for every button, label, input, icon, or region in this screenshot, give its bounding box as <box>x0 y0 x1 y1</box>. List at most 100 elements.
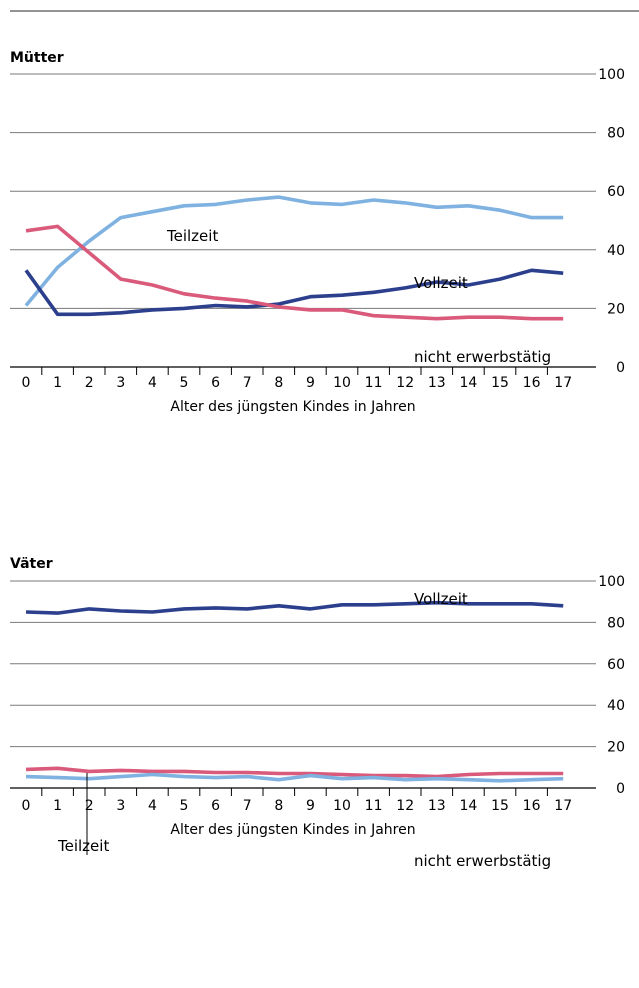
x-tick-label: 17 <box>554 798 572 814</box>
data-point <box>562 272 565 275</box>
data-point <box>246 771 249 774</box>
data-point <box>214 297 217 300</box>
data-point <box>246 607 249 610</box>
data-point <box>404 602 407 605</box>
data-point <box>56 313 59 316</box>
data-point <box>24 775 27 778</box>
x-tick-label: 2 <box>85 798 94 814</box>
data-point <box>309 201 312 204</box>
data-point <box>530 216 533 219</box>
x-tick-label: 3 <box>116 798 125 814</box>
x-tick-label: 10 <box>333 798 351 814</box>
data-point <box>498 602 501 605</box>
data-point <box>88 239 91 242</box>
data-point <box>214 203 217 206</box>
data-point <box>530 602 533 605</box>
data-point <box>435 777 438 780</box>
series-label: nicht erwerbstätig <box>414 348 551 366</box>
y-tick-label: 0 <box>616 781 625 797</box>
data-point <box>498 316 501 319</box>
x-tick-label: 10 <box>333 375 351 391</box>
data-point <box>340 203 343 206</box>
data-point <box>372 198 375 201</box>
series-line <box>25 600 564 615</box>
x-tick-label: 15 <box>491 798 509 814</box>
data-point <box>309 607 312 610</box>
x-tick-label: 12 <box>396 375 414 391</box>
x-tick-label: 1 <box>53 798 62 814</box>
x-axis-label: Alter des jüngsten Kindes in Jahren <box>170 399 415 415</box>
series-label: Vollzeit <box>414 590 468 608</box>
x-axis-label: Alter des jüngsten Kindes in Jahren <box>170 822 415 838</box>
data-point <box>340 777 343 780</box>
data-point <box>88 607 91 610</box>
data-point <box>467 204 470 207</box>
data-point <box>340 773 343 776</box>
x-tick-label: 16 <box>523 798 541 814</box>
data-point <box>498 278 501 281</box>
data-point <box>277 305 280 308</box>
data-point <box>372 776 375 779</box>
data-point <box>530 269 533 272</box>
y-tick-label: 20 <box>607 740 625 756</box>
series-line <box>25 224 564 321</box>
panel-title: Väter <box>10 556 53 572</box>
data-point <box>24 229 27 232</box>
x-tick-label: 8 <box>274 798 283 814</box>
data-point <box>151 210 154 213</box>
data-point <box>498 772 501 775</box>
x-tick-label: 0 <box>22 375 31 391</box>
x-tick-label: 9 <box>306 375 315 391</box>
data-point <box>372 291 375 294</box>
data-point <box>372 314 375 317</box>
data-point <box>182 770 185 773</box>
data-point <box>151 283 154 286</box>
data-point <box>56 776 59 779</box>
data-point <box>277 772 280 775</box>
data-point <box>309 774 312 777</box>
data-point <box>277 778 280 781</box>
data-point <box>404 316 407 319</box>
series-line <box>24 268 564 317</box>
x-tick-label: 6 <box>211 798 220 814</box>
data-point <box>182 292 185 295</box>
data-point <box>530 778 533 781</box>
x-tick-label: 7 <box>243 375 252 391</box>
x-tick-label: 11 <box>365 375 383 391</box>
y-tick-label: 20 <box>607 301 625 317</box>
data-point <box>182 775 185 778</box>
x-tick-label: 4 <box>148 798 157 814</box>
data-point <box>277 604 280 607</box>
data-point <box>562 777 565 780</box>
data-point <box>88 251 91 254</box>
data-point <box>151 770 154 773</box>
data-point <box>88 770 91 773</box>
data-point <box>119 769 122 772</box>
data-point <box>24 610 27 613</box>
data-point <box>56 611 59 614</box>
y-tick-label: 80 <box>607 126 625 142</box>
data-point <box>340 294 343 297</box>
x-tick-label: 15 <box>491 375 509 391</box>
data-point <box>182 607 185 610</box>
data-point <box>562 317 565 320</box>
x-tick-label: 5 <box>180 798 189 814</box>
x-tick-label: 8 <box>274 375 283 391</box>
y-tick-label: 100 <box>598 67 625 83</box>
x-tick-label: 4 <box>148 375 157 391</box>
data-point <box>88 313 91 316</box>
data-point <box>214 606 217 609</box>
y-tick-label: 60 <box>607 184 625 200</box>
data-point <box>246 305 249 308</box>
x-tick-label: 2 <box>85 375 94 391</box>
data-point <box>530 772 533 775</box>
series-line <box>25 766 564 779</box>
x-tick-label: 14 <box>459 798 477 814</box>
data-point <box>404 778 407 781</box>
data-point <box>246 299 249 302</box>
data-point <box>467 316 470 319</box>
data-point <box>498 779 501 782</box>
data-point <box>214 304 217 307</box>
y-tick-label: 40 <box>607 243 625 259</box>
